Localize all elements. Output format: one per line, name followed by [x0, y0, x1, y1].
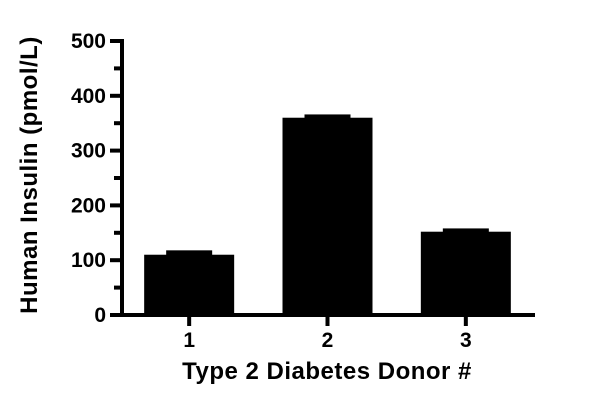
y-tick-label: 100 — [71, 249, 106, 272]
y-tick-label: 0 — [94, 304, 106, 327]
x-tick — [325, 317, 330, 326]
y-tick-label: 300 — [71, 140, 106, 163]
x-axis-line — [120, 313, 535, 317]
bar — [144, 254, 235, 317]
y-minor-tick — [114, 285, 120, 290]
x-axis-title: Type 2 Diabetes Donor # — [182, 358, 472, 385]
y-major-tick — [110, 39, 120, 43]
y-major-tick — [110, 148, 120, 153]
y-major-tick — [110, 203, 120, 208]
y-minor-tick — [114, 176, 120, 180]
y-tick-label: 200 — [71, 194, 106, 217]
y-axis-line — [120, 39, 124, 317]
y-tick-label: 500 — [71, 30, 106, 53]
x-tick — [187, 317, 192, 326]
bar — [282, 117, 373, 317]
y-major-tick — [110, 313, 120, 317]
x-tick — [463, 317, 468, 326]
x-tick-label: 3 — [460, 329, 472, 352]
y-minor-tick — [114, 66, 120, 71]
x-tick-label: 1 — [183, 329, 195, 352]
y-minor-tick — [114, 230, 120, 235]
x-tick-label: 2 — [322, 329, 334, 352]
y-minor-tick — [114, 121, 120, 126]
bar — [420, 231, 511, 317]
y-tick-label: 400 — [71, 85, 106, 108]
y-major-tick — [110, 93, 120, 98]
y-major-tick — [110, 258, 120, 263]
